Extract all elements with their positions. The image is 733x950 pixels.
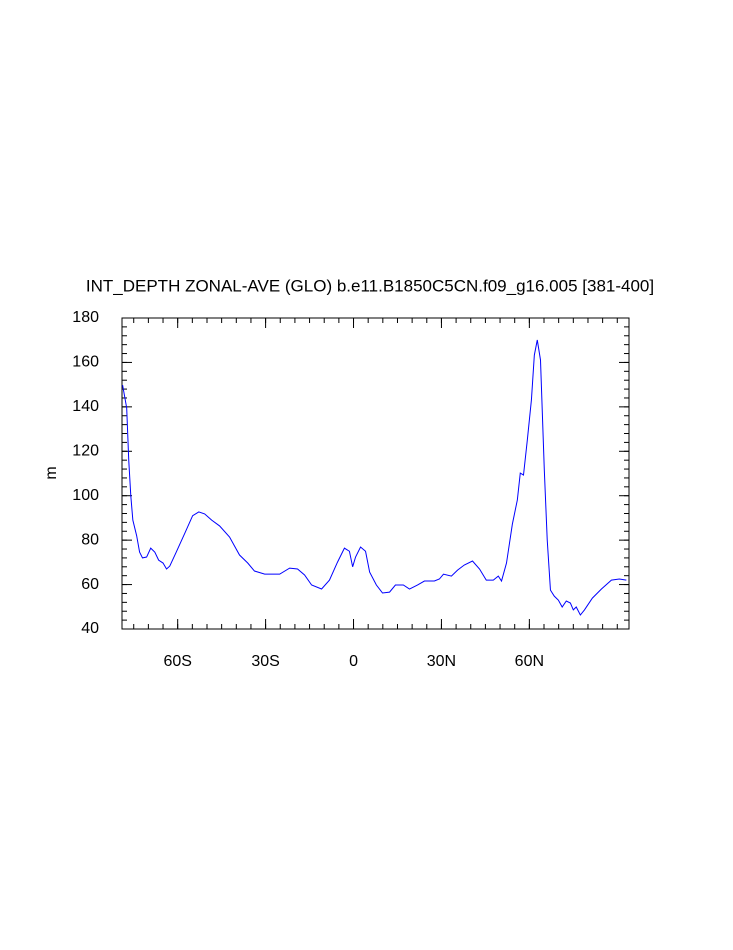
- y-tick-label: 180: [72, 309, 99, 326]
- y-tick-label: 140: [72, 398, 99, 415]
- x-tick-label: 30S: [251, 653, 279, 670]
- x-tick-label: 30N: [427, 653, 456, 670]
- x-tick-label: 60S: [163, 653, 191, 670]
- y-tick-label: 100: [72, 487, 99, 504]
- plot-frame: [121, 317, 630, 630]
- y-tick-label: 40: [81, 620, 99, 637]
- y-tick-label: 60: [81, 576, 99, 593]
- y-tick-label: 80: [81, 531, 99, 548]
- x-tick-label: 0: [349, 653, 358, 670]
- y-axis-label: m: [43, 466, 60, 479]
- y-tick-label: 120: [72, 443, 99, 460]
- x-tick-label: 60N: [515, 653, 544, 670]
- chart-title: INT_DEPTH ZONAL-AVE (GLO) b.e11.B1850C5C…: [86, 276, 654, 295]
- data-line: [122, 339, 627, 616]
- y-tick-label: 160: [72, 354, 99, 371]
